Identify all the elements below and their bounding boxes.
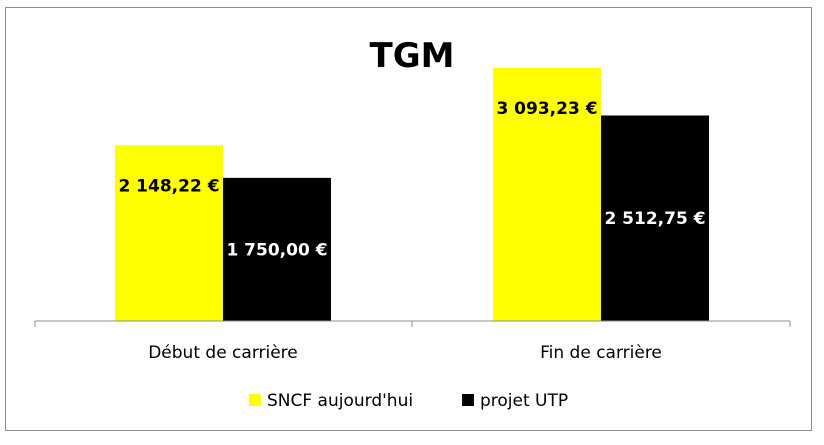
bar-sncf-debut: [115, 145, 223, 321]
x-axis-ticks: [34, 321, 791, 327]
category-label-debut: Début de carrière: [148, 343, 298, 363]
bar-sncf-fin: [493, 68, 601, 321]
legend-label-utp: projet UTP: [480, 391, 568, 411]
category-label-fin: Fin de carrière: [540, 343, 662, 363]
data-label-utp-fin: 2 512,75 €: [604, 209, 705, 229]
legend-label-sncf: SNCF aujourd'hui: [267, 391, 413, 411]
legend-swatch-sncf: [249, 394, 261, 406]
data-label-sncf-debut: 2 148,22 €: [118, 176, 219, 196]
bars-layer: [115, 68, 709, 321]
data-label-utp-debut: 1 750,00 €: [226, 240, 327, 260]
data-label-sncf-fin: 3 093,23 €: [496, 99, 597, 119]
legend: SNCF aujourd'hui projet UTP: [249, 391, 568, 411]
bar-utp-fin: [601, 115, 709, 321]
data-labels-layer: 2 148,22 € 1 750,00 € 3 093,23 € 2 512,75 €: [118, 99, 705, 260]
legend-swatch-utp: [462, 394, 474, 406]
bar-utp-debut: [223, 177, 331, 321]
chart-title: TGM: [370, 36, 455, 76]
